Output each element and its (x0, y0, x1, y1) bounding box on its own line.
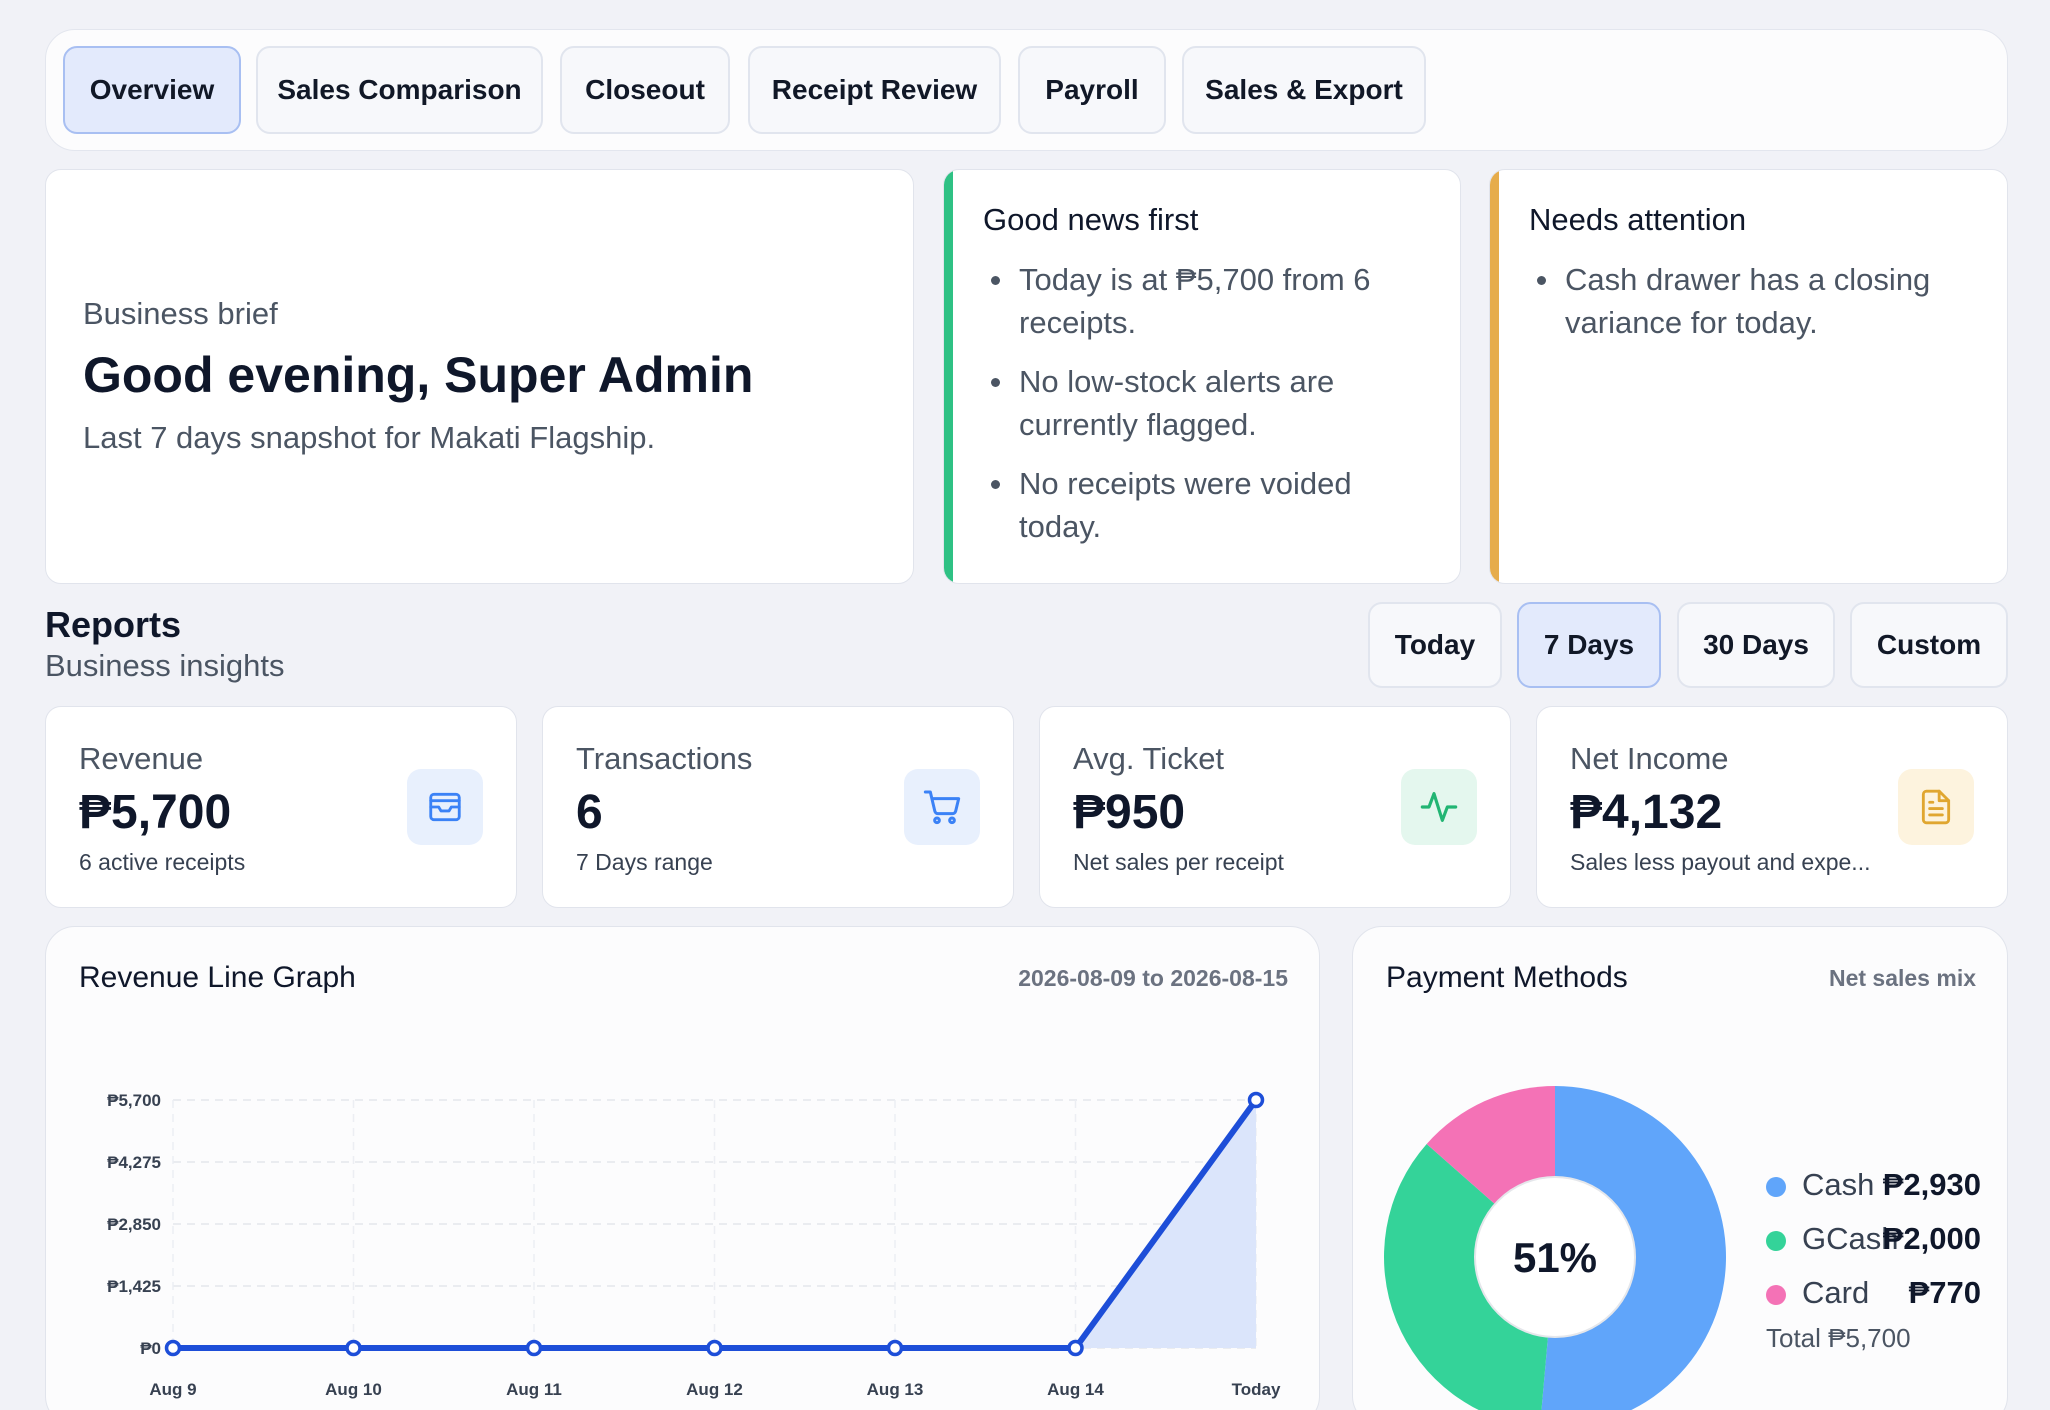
legend-label: GCash (1802, 1221, 1899, 1256)
data-point (1247, 1091, 1265, 1109)
list-item: Today is at ₱5,700 from 6 receipts. (983, 258, 1430, 344)
legend-label: Card (1802, 1275, 1870, 1310)
data-point (164, 1339, 182, 1357)
legend-item-card: Card ₱770 (1766, 1269, 1981, 1323)
x-tick-label: Today (1232, 1380, 1281, 1399)
x-tick-label: Aug 12 (686, 1380, 743, 1399)
kpi-value: ₱4,132 (1570, 786, 1723, 839)
donut-center-label: 51% (1513, 1234, 1597, 1281)
y-tick-label: ₱4,275 (107, 1153, 161, 1172)
revenue-line-graph-panel: Revenue Line Graph 2026-08-09 to 2026-08… (45, 926, 1320, 1410)
revenue-area-fill (173, 1100, 1256, 1348)
payment-methods-panel: Payment Methods Net sales mix 51% Cash ₱… (1352, 926, 2008, 1410)
reports-subtitle: Business insights (45, 648, 285, 683)
good-news-card: Good news first Today is at ₱5,700 from … (943, 169, 1461, 584)
kpi-label: Revenue (79, 741, 204, 776)
tab-bar: Overview Sales Comparison Closeout Recei… (45, 29, 2008, 151)
kpi-subtext: 6 active receipts (79, 849, 246, 875)
attention-title: Needs attention (1529, 202, 1747, 237)
legend-item-gcash: GCash ₱2,000 (1766, 1215, 1981, 1269)
kpi-label: Net Income (1570, 741, 1729, 776)
activity-icon (1401, 769, 1477, 845)
legend-value: ₱770 (1908, 1275, 1981, 1310)
brief-subtitle: Last 7 days snapshot for Makati Flagship… (83, 420, 656, 455)
kpi-subtext: Sales less payout and expe... (1570, 849, 1871, 875)
range-30-days-button[interactable]: 30 Days (1677, 602, 1835, 688)
tab-closeout[interactable]: Closeout (560, 46, 730, 134)
tab-sales-comparison[interactable]: Sales Comparison (256, 46, 543, 134)
payment-legend: Cash ₱2,930 GCash ₱2,000 Card ₱770 (1766, 1161, 1981, 1323)
x-tick-label: Aug 9 (149, 1380, 196, 1399)
data-point (525, 1339, 543, 1357)
panel-title: Revenue Line Graph (79, 961, 356, 994)
panel-meta: Net sales mix (1828, 965, 1976, 991)
donut-hole (1474, 1176, 1636, 1338)
tab-receipt-review[interactable]: Receipt Review (748, 46, 1001, 134)
greeting-title: Good evening, Super Admin (83, 347, 754, 403)
kpi-subtext: Net sales per receipt (1073, 849, 1284, 875)
kpi-label: Avg. Ticket (1073, 741, 1225, 776)
data-point (345, 1339, 362, 1357)
legend-value: ₱2,000 (1882, 1221, 1981, 1256)
good-news-list: Today is at ₱5,700 from 6 receipts. No l… (983, 258, 1430, 564)
x-tick-label: Aug 14 (1047, 1380, 1104, 1399)
attention-list: Cash drawer has a closing variance for t… (1529, 258, 1977, 360)
kpi-subtext: 7 Days range (576, 849, 713, 875)
pie-slice-gcash (1384, 1143, 1555, 1410)
panel-title: Payment Methods (1386, 961, 1628, 994)
reports-title: Reports (45, 604, 182, 645)
legend-swatch (1766, 1285, 1786, 1305)
brief-label: Business brief (83, 296, 278, 331)
good-news-title: Good news first (983, 202, 1199, 237)
payment-total: Total ₱5,700 (1766, 1323, 1911, 1353)
data-point (886, 1339, 904, 1357)
kpi-transactions-card[interactable]: Transactions 6 7 Days range (542, 706, 1014, 908)
business-brief-card: Business brief Good evening, Super Admin… (45, 169, 914, 584)
x-tick-label: Aug 11 (506, 1380, 562, 1399)
tab-sales-export[interactable]: Sales & Export (1182, 46, 1426, 134)
needs-attention-card: Needs attention Cash drawer has a closin… (1489, 169, 2008, 584)
list-item: No receipts were voided today. (983, 462, 1430, 548)
legend-swatch (1766, 1231, 1786, 1251)
legend-value: ₱2,930 (1882, 1167, 1981, 1202)
kpi-value: ₱5,700 (79, 786, 232, 839)
data-point (1067, 1339, 1084, 1357)
payment-donut-chart: 51% (1384, 1086, 1726, 1410)
date-range-label: 2026-08-09 to 2026-08-15 (1018, 965, 1288, 991)
legend-label: Cash (1802, 1167, 1875, 1202)
good-news-accent-bar (944, 170, 953, 583)
x-tick-label: Aug 10 (325, 1380, 382, 1399)
kpi-avg-ticket-card[interactable]: Avg. Ticket ₱950 Net sales per receipt (1039, 706, 1511, 908)
kpi-value: 6 (576, 786, 603, 839)
kpi-net-income-card[interactable]: Net Income ₱4,132 Sales less payout and … (1536, 706, 2008, 908)
attention-accent-bar (1490, 170, 1499, 583)
list-item: No low-stock alerts are currently flagge… (983, 360, 1430, 446)
kpi-label: Transactions (576, 741, 753, 776)
legend-swatch (1766, 1177, 1786, 1197)
data-point (706, 1339, 723, 1357)
wallet-icon (407, 769, 483, 845)
y-tick-label: ₱0 (140, 1339, 161, 1358)
list-item: Cash drawer has a closing variance for t… (1529, 258, 1977, 344)
y-tick-label: ₱1,425 (107, 1277, 161, 1296)
kpi-revenue-card[interactable]: Revenue ₱5,700 6 active receipts (45, 706, 517, 908)
tab-payroll[interactable]: Payroll (1018, 46, 1166, 134)
range-custom-button[interactable]: Custom (1850, 602, 2008, 688)
kpi-value: ₱950 (1073, 786, 1186, 839)
cart-icon (904, 769, 980, 845)
range-today-button[interactable]: Today (1368, 602, 1502, 688)
x-tick-label: Aug 13 (867, 1380, 924, 1399)
y-tick-label: ₱2,850 (107, 1215, 161, 1234)
legend-item-cash: Cash ₱2,930 (1766, 1161, 1981, 1215)
y-tick-label: ₱5,700 (107, 1091, 161, 1110)
tab-overview[interactable]: Overview (63, 46, 241, 134)
revenue-line-chart: ₱0 ₱1,425 ₱2,850 ₱4,275 ₱5,700 Aug 9 Aug 10 Aug… (107, 1091, 1281, 1399)
range-7-days-button[interactable]: 7 Days (1517, 602, 1661, 688)
document-icon (1898, 769, 1974, 845)
